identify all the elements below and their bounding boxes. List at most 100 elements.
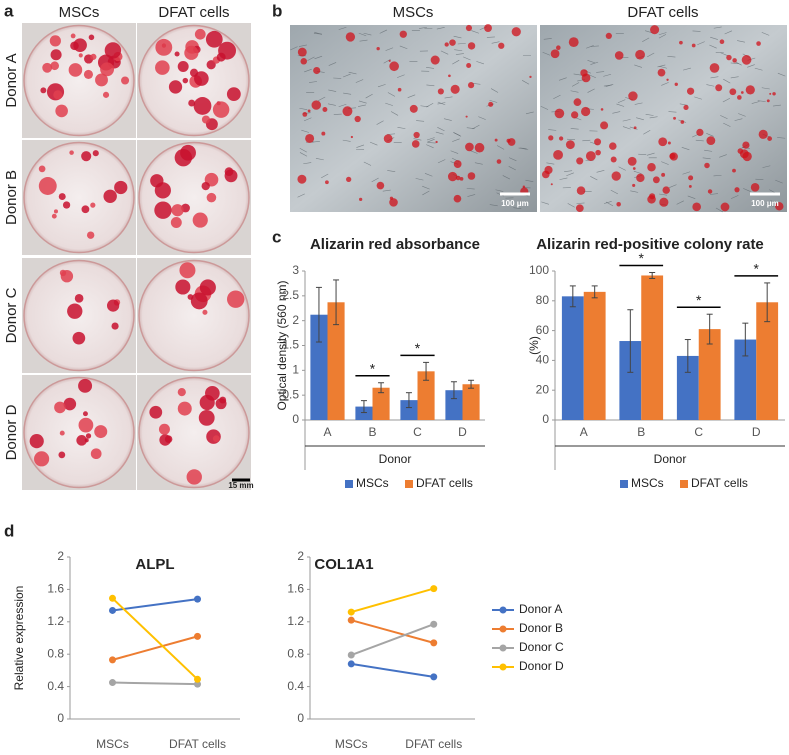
cell-streak bbox=[724, 30, 733, 35]
cell-streak bbox=[590, 61, 599, 65]
stain-spot bbox=[674, 82, 678, 86]
cell-streak bbox=[520, 147, 529, 151]
stain-colony bbox=[69, 150, 74, 155]
cell-streak bbox=[634, 64, 643, 68]
stain-spot bbox=[732, 58, 737, 63]
stain-spot bbox=[662, 186, 670, 194]
y-tick-label: 0 bbox=[297, 711, 304, 725]
cell-streak bbox=[437, 101, 446, 106]
series-line bbox=[350, 619, 435, 644]
stain-spot bbox=[411, 140, 420, 148]
cell-streak bbox=[590, 176, 598, 181]
cell-streak bbox=[415, 178, 424, 181]
point bbox=[347, 616, 355, 624]
dish bbox=[138, 259, 250, 372]
error-bar bbox=[742, 322, 749, 357]
bar bbox=[641, 275, 664, 420]
cell-streak bbox=[303, 162, 312, 165]
cell-streak bbox=[440, 50, 449, 55]
cell-streak bbox=[567, 138, 576, 141]
cell-streak bbox=[709, 193, 718, 195]
error-bar bbox=[649, 271, 656, 279]
stain-colony bbox=[42, 62, 53, 73]
bar bbox=[445, 390, 463, 420]
error-bar bbox=[468, 379, 475, 389]
cell-streak bbox=[704, 149, 713, 152]
stain-colony bbox=[78, 417, 94, 433]
stain-spot bbox=[435, 140, 438, 144]
cell-streak bbox=[397, 74, 405, 78]
stain-colony bbox=[168, 80, 183, 94]
point bbox=[109, 679, 116, 687]
cell-streak bbox=[570, 128, 579, 130]
stain-spot bbox=[453, 160, 462, 168]
stain-spot bbox=[692, 202, 701, 212]
cell-streak bbox=[761, 87, 770, 90]
cell-streak bbox=[676, 200, 684, 205]
cell-streak bbox=[467, 194, 476, 197]
cell-streak bbox=[582, 139, 591, 142]
cell-streak bbox=[681, 147, 690, 151]
stain-spot bbox=[453, 194, 462, 203]
stain-colony bbox=[85, 433, 92, 439]
stain-spot bbox=[359, 197, 363, 202]
bar bbox=[327, 302, 345, 420]
cell-streak bbox=[612, 111, 621, 114]
stain-spot bbox=[732, 168, 736, 173]
cell-streak bbox=[647, 52, 655, 58]
stain-spot bbox=[740, 91, 744, 94]
cell-streak bbox=[426, 84, 435, 87]
cell-streak bbox=[355, 79, 364, 83]
point bbox=[430, 673, 438, 681]
cell-streak bbox=[463, 56, 471, 61]
stain-spot bbox=[409, 104, 418, 113]
point bbox=[109, 606, 116, 614]
cell-streak bbox=[422, 185, 430, 190]
series-line bbox=[351, 662, 434, 678]
stain-spot bbox=[571, 111, 579, 119]
cell-streak bbox=[661, 82, 669, 86]
stain-spot bbox=[739, 149, 749, 159]
stain-spot bbox=[627, 156, 637, 166]
stain-spot bbox=[474, 142, 485, 153]
stain-colony bbox=[50, 61, 60, 71]
cell-streak bbox=[541, 201, 550, 205]
stain-spot bbox=[696, 128, 704, 137]
cell-streak bbox=[630, 190, 639, 193]
stain-spot bbox=[313, 66, 321, 75]
point bbox=[430, 585, 438, 593]
y-tick-label: 0.5 bbox=[282, 387, 299, 401]
cell-streak bbox=[436, 27, 445, 30]
cell-streak bbox=[427, 138, 435, 143]
cell-streak bbox=[525, 111, 534, 115]
cell-streak bbox=[751, 101, 760, 104]
cell-streak bbox=[298, 44, 307, 47]
cell-streak bbox=[525, 179, 534, 183]
dish bbox=[23, 376, 135, 489]
legend-marker bbox=[499, 606, 507, 614]
cell-streak bbox=[359, 39, 368, 42]
stain-colony bbox=[78, 378, 93, 393]
cell-streak bbox=[437, 127, 445, 132]
stain-colony bbox=[63, 397, 77, 411]
error-bar bbox=[405, 392, 412, 409]
cell-streak bbox=[466, 188, 475, 190]
stain-colony bbox=[51, 213, 57, 219]
stain-spot bbox=[594, 138, 602, 146]
stain-colony bbox=[50, 49, 62, 61]
cell-streak bbox=[715, 207, 724, 213]
stain-colony bbox=[58, 193, 66, 201]
cell-streak bbox=[730, 195, 739, 199]
stain-colony bbox=[55, 104, 68, 118]
stain-spot bbox=[636, 173, 645, 183]
cell-streak bbox=[472, 82, 481, 85]
cell-streak bbox=[348, 71, 357, 75]
stain-spot bbox=[741, 55, 752, 65]
stain-spot bbox=[611, 171, 621, 181]
error-bar bbox=[333, 279, 340, 326]
stain-spot bbox=[322, 107, 328, 112]
stain-colony bbox=[92, 150, 99, 157]
cell-streak bbox=[734, 118, 743, 121]
row-label: Donor A bbox=[3, 53, 20, 107]
